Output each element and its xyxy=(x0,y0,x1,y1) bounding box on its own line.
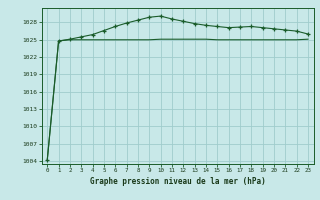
X-axis label: Graphe pression niveau de la mer (hPa): Graphe pression niveau de la mer (hPa) xyxy=(90,177,266,186)
